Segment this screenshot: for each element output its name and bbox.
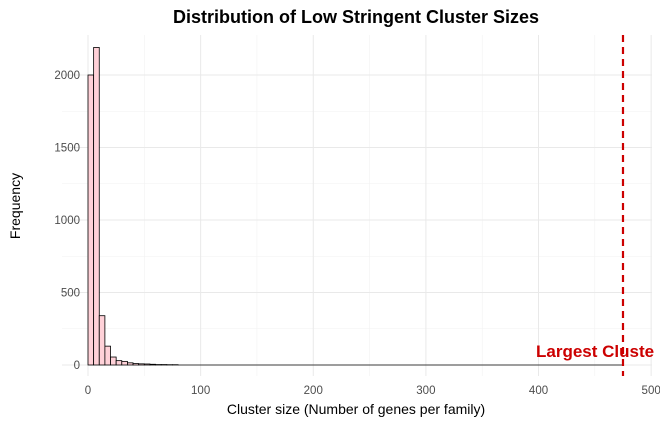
largest-cluster-label: Largest Cluste (536, 342, 654, 361)
x-tick-label: 300 (416, 385, 435, 397)
histogram-bar (104, 345, 111, 366)
bars-layer (87, 47, 623, 366)
y-tick-label: 2000 (54, 70, 80, 82)
histogram-bar (93, 47, 100, 366)
y-tick-label: 0 (74, 360, 80, 372)
histogram-bar (149, 363, 156, 366)
x-tick-labels: 0 100 200 300 400 500 (85, 385, 660, 397)
y-tick-labels: 0 500 1000 1500 2000 (54, 70, 80, 372)
histogram-bar (110, 356, 117, 366)
histogram-bar (143, 363, 151, 366)
histogram-bar (127, 362, 134, 366)
y-tick-label: 1500 (54, 143, 80, 155)
x-tick-label: 200 (304, 385, 323, 397)
annotation-layer: Largest Cluste (536, 35, 654, 376)
x-tick-label: 400 (529, 385, 548, 397)
histogram-bar (98, 315, 106, 366)
y-tick-label: 500 (61, 288, 80, 300)
histogram-bar (138, 363, 145, 366)
histogram-bar (87, 74, 95, 366)
x-tick-label: 100 (191, 385, 210, 397)
chart-title: Distribution of Low Stringent Cluster Si… (173, 7, 539, 27)
histogram-bar (121, 360, 128, 366)
x-tick-label: 500 (642, 385, 660, 397)
histogram-bar (132, 363, 140, 366)
x-axis-label: Cluster size (Number of genes per family… (227, 401, 485, 417)
y-axis-label: Frequency (7, 173, 23, 239)
x-tick-label: 0 (85, 385, 91, 397)
y-tick-label: 1000 (54, 215, 80, 227)
histogram-bar (115, 360, 123, 366)
